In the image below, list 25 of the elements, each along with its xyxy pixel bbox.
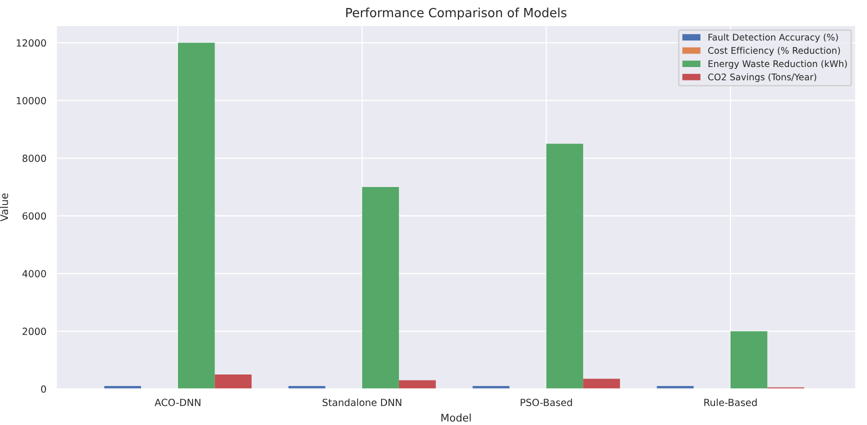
legend-label: Energy Waste Reduction (kWh) [708,60,847,69]
x-tick-label: ACO-DNN [154,398,200,406]
bar [398,380,436,389]
legend-label: CO2 Savings (Tons/Year) [708,73,816,82]
x-axis-title: Model [441,414,471,422]
legend-label: Fault Detection Accuracy (%) [708,34,838,42]
y-tick-label: 0 [41,385,46,393]
x-tick-label: Standalone DNN [322,398,402,406]
y-tick-label: 6000 [22,212,46,220]
y-tick-label: 8000 [22,154,46,162]
bar [583,378,620,389]
y-tick-label: 4000 [22,270,46,278]
chart-title: Performance Comparison of Models [346,8,566,20]
x-tick-label: Rule-Based [704,398,757,406]
x-tick-label: PSO-Based [520,398,572,406]
y-tick-label: 10000 [16,96,46,104]
y-tick-label: 2000 [22,328,46,336]
bar [730,331,768,389]
bar [546,144,584,389]
y-tick-label: 12000 [16,39,46,47]
bar [214,374,252,389]
y-axis-title: Value [0,193,8,222]
legend-label: Cost Efficiency (% Reduction) [708,46,840,56]
bar [362,187,399,389]
bar [178,42,215,389]
